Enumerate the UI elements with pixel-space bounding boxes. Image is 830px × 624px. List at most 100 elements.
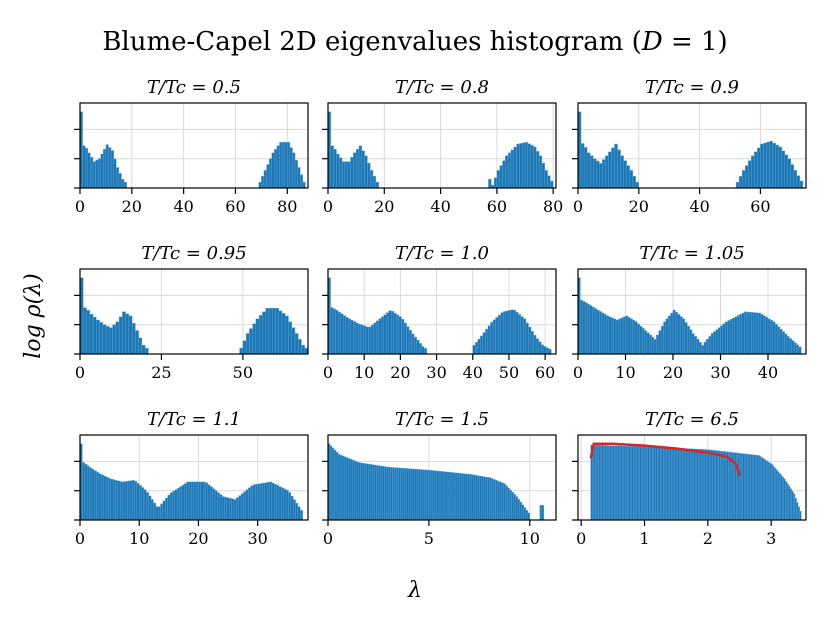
- histogram-bar: [414, 468, 417, 521]
- histogram-bar: [231, 498, 235, 521]
- histogram-bar: [360, 462, 363, 521]
- histogram-bar: [779, 328, 783, 355]
- histogram-bar: [495, 480, 498, 521]
- histogram-bar: [661, 447, 664, 521]
- histogram-bar: [266, 164, 270, 189]
- histogram-bar: [169, 492, 173, 521]
- histogram-bar: [224, 496, 228, 521]
- x-tick-label: 0: [323, 363, 333, 382]
- histogram-bar: [238, 495, 242, 521]
- histogram-bar: [608, 151, 612, 189]
- x-tick-label: 0: [323, 529, 333, 548]
- histogram-bar: [609, 445, 612, 521]
- subplot-8: 0 5 10 T/Tc = 1.5: [322, 409, 557, 548]
- histogram-bar: [288, 492, 292, 521]
- histogram-bar: [392, 467, 395, 521]
- histogram-bar: [84, 464, 88, 521]
- x-tick-label: 10: [615, 363, 635, 382]
- histogram-bar: [495, 317, 499, 355]
- histogram-bar: [125, 313, 130, 355]
- histogram-bar: [124, 481, 128, 521]
- histogram-bar: [649, 334, 652, 355]
- histogram-bar: [131, 323, 136, 355]
- histogram-bar: [593, 444, 596, 521]
- histogram-bar: [639, 325, 643, 355]
- histogram-bar: [671, 447, 674, 521]
- histogram-bar: [487, 325, 491, 355]
- histogram-bar: [617, 445, 620, 521]
- histogram-bar: [753, 454, 756, 521]
- histogram-bar: [358, 145, 362, 189]
- histogram-bar: [547, 175, 551, 189]
- histogram-bar: [508, 310, 511, 355]
- histogram-bar: [483, 476, 486, 521]
- histogram-bar: [96, 472, 100, 521]
- histogram-bar: [278, 486, 282, 521]
- histogram-bar: [112, 324, 117, 355]
- histogram-bar: [258, 181, 262, 189]
- histogram-bar: [153, 502, 157, 521]
- histogram-bar: [123, 181, 127, 189]
- histogram-bar: [741, 170, 746, 189]
- histogram-bar: [630, 318, 633, 355]
- histogram-bar: [734, 316, 738, 355]
- histogram-bar: [496, 170, 500, 189]
- histogram-bar: [625, 315, 629, 355]
- subplot-title: T/Tc = 1.1: [147, 409, 241, 430]
- histogram-bar: [772, 465, 775, 521]
- histogram-bar: [481, 476, 484, 521]
- histogram-bar: [100, 153, 104, 189]
- histogram-bar: [546, 347, 549, 355]
- histogram-bar: [333, 149, 337, 189]
- histogram-bar: [635, 181, 640, 189]
- histogram-bar: [353, 152, 357, 189]
- histogram-bar: [725, 321, 728, 355]
- histogram-bar: [599, 445, 602, 521]
- histogram-bar: [718, 450, 721, 521]
- histogram-bar: [707, 449, 710, 521]
- axes-frame: [327, 434, 557, 521]
- histogram-bar: [527, 512, 530, 521]
- histogram-bar: [674, 447, 677, 521]
- histogram-bar: [482, 332, 486, 355]
- histogram-bar: [760, 314, 764, 355]
- histogram-bar: [98, 473, 102, 521]
- histogram-bar: [789, 488, 792, 521]
- histogram-bar: [594, 308, 598, 355]
- histogram-bar: [510, 149, 514, 189]
- histogram-bar: [295, 502, 299, 521]
- histogram-bar: [92, 161, 96, 189]
- histogram-bar: [618, 318, 621, 355]
- histogram-bar: [202, 481, 206, 521]
- histogram-bar: [95, 159, 99, 189]
- x-tick-label: 0: [75, 529, 85, 548]
- histogram-bar: [221, 496, 225, 521]
- histogram-bar: [284, 142, 288, 189]
- histogram-bar: [339, 454, 343, 521]
- histogram-bar: [355, 322, 359, 355]
- histogram-bar: [255, 484, 258, 521]
- histogram-bar: [515, 312, 519, 355]
- histogram-bar: [460, 473, 464, 521]
- histogram-bar: [691, 448, 694, 521]
- histogram-bar: [172, 491, 175, 521]
- histogram-bar: [239, 347, 244, 355]
- histogram-bar: [330, 307, 334, 355]
- histogram-bar: [698, 342, 702, 355]
- histogram-bar: [331, 447, 335, 521]
- subplot-1: 0 20 40 60 80 T/Tc = 0.5: [74, 77, 309, 216]
- histogram-bar: [370, 324, 374, 355]
- histogram-bar: [469, 474, 472, 521]
- histogram-bar: [796, 175, 801, 189]
- histogram-bar: [271, 482, 275, 521]
- histogram-bar: [608, 316, 612, 355]
- axes-frame: [79, 434, 309, 521]
- histogram-bar: [420, 469, 424, 521]
- histogram-bar: [658, 330, 662, 355]
- histogram-bar: [778, 473, 781, 521]
- histogram-bar: [373, 322, 377, 355]
- histogram-bar: [750, 454, 753, 521]
- histogram-bar: [364, 155, 368, 189]
- histogram-bar: [641, 446, 644, 521]
- histogram-bar: [515, 496, 518, 521]
